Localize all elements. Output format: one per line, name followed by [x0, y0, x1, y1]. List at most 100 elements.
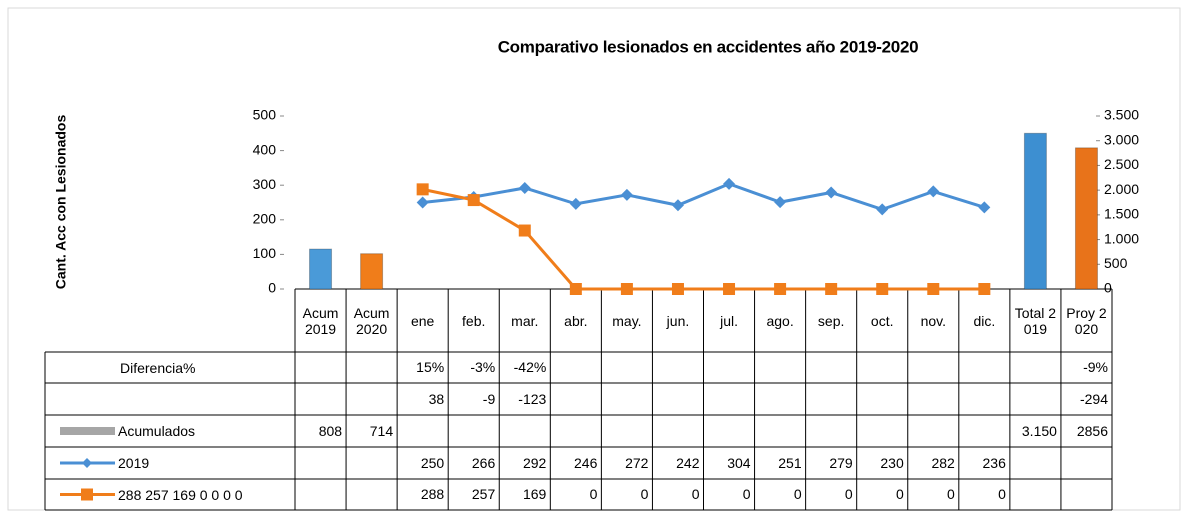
table-cell: 292 — [522, 454, 547, 471]
x-tick-label: dic. — [973, 312, 996, 329]
y2-tick-label: 1.000 — [1104, 230, 1139, 246]
marker — [416, 183, 429, 196]
table-cell: 250 — [420, 454, 445, 471]
table-cell: 272 — [625, 454, 649, 471]
legend-label: 288 257 169 0 0 0 0 — [118, 486, 243, 503]
table-cell: 251 — [778, 454, 802, 471]
table-cell: 230 — [880, 454, 904, 471]
table-cell: 3.150 — [1021, 422, 1057, 439]
table-cell: 0 — [947, 486, 955, 502]
y2-tick-label: 2.500 — [1104, 156, 1139, 172]
table-cell: 0 — [998, 486, 1006, 502]
marker — [569, 197, 582, 210]
x-tick-label: mar. — [511, 312, 539, 329]
table-cell: 2856 — [1076, 422, 1108, 439]
x-tick-label: abr. — [564, 312, 588, 329]
table-cell: 279 — [829, 454, 853, 471]
x-tick-label: jul. — [720, 312, 738, 329]
table-cell: 266 — [471, 454, 496, 471]
table-cell: 714 — [369, 422, 394, 439]
x-tick-label: jun. — [666, 312, 690, 329]
marker — [723, 177, 736, 190]
marker — [978, 201, 991, 214]
table-cell: -9 — [482, 390, 496, 407]
x-tick-label: Proy 2020 — [1066, 304, 1107, 337]
marker — [467, 194, 480, 207]
y2-tick-label: 1.500 — [1104, 206, 1139, 222]
table-cell: 304 — [727, 454, 751, 471]
marker — [620, 188, 633, 201]
chart-title: Comparativo lesionados en accidentes año… — [498, 37, 919, 56]
table-cell: 288 — [420, 486, 445, 502]
y2-tick-label: 500 — [1104, 255, 1128, 271]
legend-label: 2019 — [118, 455, 150, 471]
marker — [671, 283, 684, 295]
table-cell: 169 — [522, 486, 547, 502]
table-cell: -294 — [1079, 390, 1108, 407]
marker — [876, 283, 889, 295]
table-cell: -42% — [513, 359, 547, 375]
bar — [309, 248, 333, 290]
table-cell: 0 — [742, 486, 751, 502]
marker — [825, 283, 838, 295]
x-tick-label: may. — [612, 312, 642, 329]
marker — [825, 186, 838, 199]
x-tick-label: ene — [410, 312, 435, 329]
line — [422, 187, 985, 291]
table-cell: 0 — [895, 486, 904, 502]
y-tick-label: 300 — [253, 176, 277, 192]
bar — [1023, 132, 1047, 290]
y-tick-label: 0 — [268, 280, 276, 296]
marker — [978, 283, 991, 295]
x-tick-label: Acum 2019 — [302, 304, 339, 337]
marker — [518, 181, 531, 194]
marker — [723, 283, 736, 295]
marker — [620, 283, 633, 295]
marker — [774, 196, 787, 209]
table-cell: 242 — [676, 454, 700, 471]
y2-tick-label: 0 — [1104, 280, 1112, 296]
table-cell: 15% — [416, 359, 445, 375]
table-cell: 808 — [318, 422, 343, 439]
y-tick-label: 200 — [253, 211, 277, 227]
legend-key — [81, 488, 93, 501]
table-cell: 236 — [982, 454, 1006, 471]
x-tick-label: feb. — [462, 312, 486, 329]
table-cell: 0 — [589, 486, 598, 502]
table-cell: 257 — [471, 486, 496, 502]
marker — [774, 283, 787, 295]
y-tick-label: 400 — [253, 141, 277, 157]
table-cell: -9% — [1083, 359, 1108, 375]
marker — [927, 185, 940, 198]
x-tick-label: Acum 2020 — [353, 304, 390, 337]
x-tick-label: Total 2019 — [1014, 304, 1057, 337]
y2-tick-label: 3.000 — [1104, 131, 1139, 147]
table-cell: -123 — [518, 390, 547, 407]
bar — [1074, 147, 1098, 290]
table-cell: 0 — [691, 486, 700, 502]
y-axis-label: Cant. Acc con Lesionados — [53, 115, 69, 290]
y2-tick-label: 3.500 — [1104, 107, 1139, 123]
table-cell: 0 — [640, 486, 649, 502]
x-tick-label: sep. — [817, 312, 845, 329]
marker — [416, 196, 429, 209]
legend-key — [60, 427, 115, 435]
x-tick-label: ago. — [766, 312, 794, 329]
table-cell: 0 — [844, 486, 853, 502]
line — [422, 182, 985, 212]
table-cell: 282 — [931, 454, 955, 471]
y2-tick-label: 2.000 — [1104, 181, 1139, 197]
bar — [360, 253, 384, 290]
legend-label: Acumulados — [118, 423, 196, 439]
marker — [569, 283, 582, 295]
marker — [518, 224, 531, 237]
table-cell: -3% — [470, 359, 496, 375]
marker — [876, 203, 889, 216]
marker — [927, 283, 940, 295]
table-cell: 38 — [428, 390, 445, 407]
x-tick-label: oct. — [870, 312, 894, 329]
y-tick-label: 500 — [253, 107, 277, 123]
row-label: Diferencia% — [120, 359, 196, 376]
